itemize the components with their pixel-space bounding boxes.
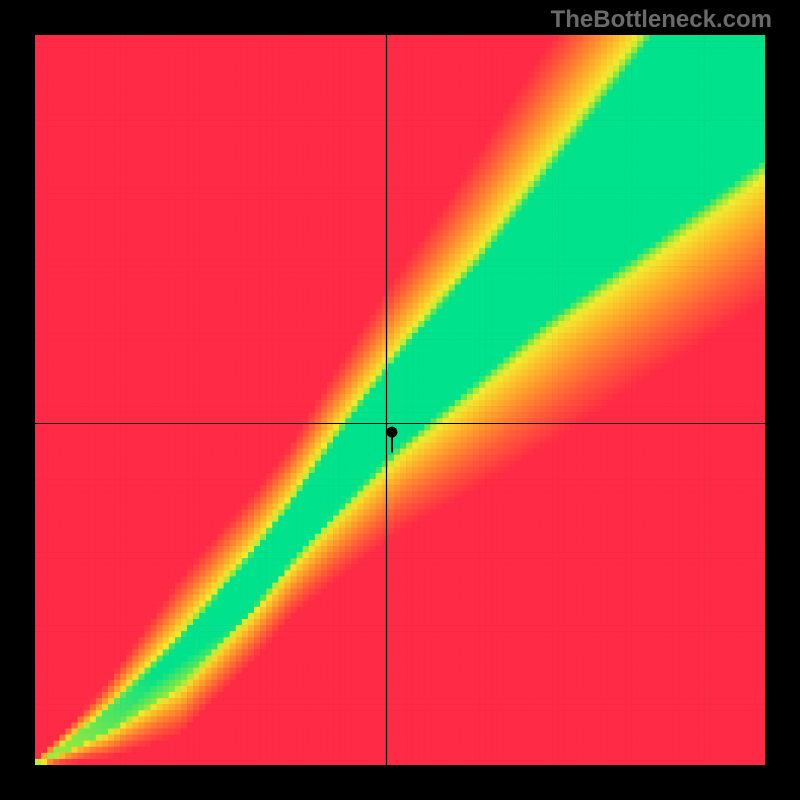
- chart-container: TheBottleneck.com: [0, 0, 800, 800]
- watermark-text: TheBottleneck.com: [551, 6, 772, 34]
- bottleneck-heatmap: [35, 35, 765, 765]
